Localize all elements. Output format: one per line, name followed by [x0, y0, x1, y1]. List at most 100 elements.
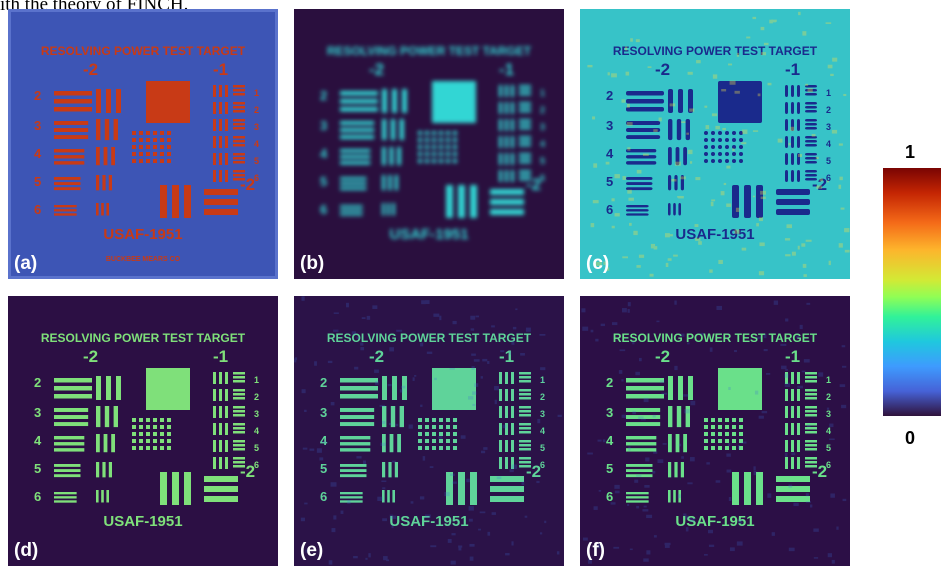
horizontal-bar [54, 496, 77, 499]
speckle [736, 52, 740, 57]
speckle [805, 239, 812, 242]
speckle [606, 267, 610, 271]
speckle [690, 400, 696, 406]
speckle [627, 302, 631, 307]
speckle [621, 308, 627, 313]
vertical-bar [225, 102, 228, 114]
horizontal-bar [340, 135, 375, 140]
fine-element [453, 138, 457, 142]
speckle [539, 532, 543, 535]
horizontal-bar [233, 174, 245, 177]
speckle [732, 148, 735, 152]
vertical-bar [505, 102, 508, 114]
speckle [757, 93, 761, 97]
horizontal-bar [626, 448, 657, 452]
fine-element [725, 446, 729, 450]
horizontal-bar [519, 110, 531, 113]
speckle [460, 435, 466, 439]
fine-element [160, 425, 164, 429]
speckle [642, 153, 649, 156]
vertical-bar [499, 457, 502, 469]
fine-element [739, 131, 743, 135]
large-square [146, 81, 190, 123]
vertical-bar [219, 406, 222, 418]
speckle [758, 217, 763, 222]
horizontal-bar [626, 121, 661, 125]
fine-element [146, 152, 150, 156]
row-number-right: 3 [254, 122, 259, 132]
fine-element [453, 131, 457, 135]
speckle [664, 542, 671, 546]
vertical-bar [505, 423, 508, 435]
horizontal-bar [233, 136, 245, 139]
speckle [684, 409, 690, 414]
row-number-right: 5 [254, 156, 259, 166]
vertical-bar [96, 490, 99, 503]
speckle [632, 340, 635, 345]
vertical-bar [797, 170, 800, 182]
fine-element [711, 131, 715, 135]
speckle [429, 466, 434, 468]
horizontal-bar [805, 123, 817, 126]
speckle [628, 197, 634, 201]
horizontal-bar [340, 378, 378, 383]
vertical-bar [172, 472, 179, 505]
speckle [813, 528, 819, 532]
speckle [515, 308, 518, 311]
vertical-bar [791, 406, 794, 418]
speckle [772, 20, 776, 23]
vertical-bar [499, 136, 502, 148]
vertical-bar [668, 119, 673, 141]
vertical-bar [470, 185, 477, 218]
vertical-bar [225, 136, 228, 148]
row-number-right: 4 [540, 139, 545, 149]
vertical-bar [392, 490, 395, 503]
horizontal-bar [233, 161, 245, 164]
speckle [587, 559, 592, 564]
fine-element [153, 418, 157, 422]
vertical-bar [732, 185, 739, 218]
large-square [718, 81, 762, 123]
speckle [356, 456, 362, 459]
speckle [836, 526, 839, 530]
speckle [381, 480, 387, 483]
speckle [621, 414, 626, 418]
fine-element [167, 418, 171, 422]
fine-element [167, 439, 171, 443]
speckle [451, 533, 456, 536]
horizontal-bar [54, 394, 92, 399]
speckle [511, 541, 514, 546]
vertical-bar [219, 440, 222, 452]
horizontal-bar [340, 492, 363, 495]
speckle [805, 83, 809, 87]
large-square [146, 368, 190, 410]
speckle [309, 448, 315, 451]
horizontal-bar [519, 457, 531, 460]
speckle [809, 504, 813, 508]
speckle [439, 315, 442, 321]
vertical-bar [213, 457, 216, 469]
horizontal-bar [805, 372, 817, 375]
colorbar-min-label: 0 [905, 428, 916, 448]
speckle [756, 223, 759, 227]
panel-b-reconstruction: RESOLVING POWER TEST TARGET -2 -1 2 3 4 5 6 1 2 3 4… [294, 9, 564, 279]
speckle [687, 71, 693, 75]
speckle [319, 457, 324, 461]
vertical-bar [797, 457, 800, 469]
vertical-bar [688, 89, 693, 113]
speckle [708, 544, 715, 547]
speckle [653, 451, 658, 454]
speckle [653, 535, 657, 538]
horizontal-bar [233, 89, 245, 92]
group-label-lower: -2 [812, 462, 827, 481]
vertical-bar [399, 119, 404, 141]
row-number-right: 1 [254, 88, 259, 98]
fine-element [718, 425, 722, 429]
speckle [647, 66, 652, 68]
speckle [636, 474, 642, 477]
fine-element [160, 432, 164, 436]
speckle [340, 510, 344, 514]
horizontal-bar [233, 106, 245, 109]
speckle [678, 443, 682, 447]
vertical-bar [225, 406, 228, 418]
